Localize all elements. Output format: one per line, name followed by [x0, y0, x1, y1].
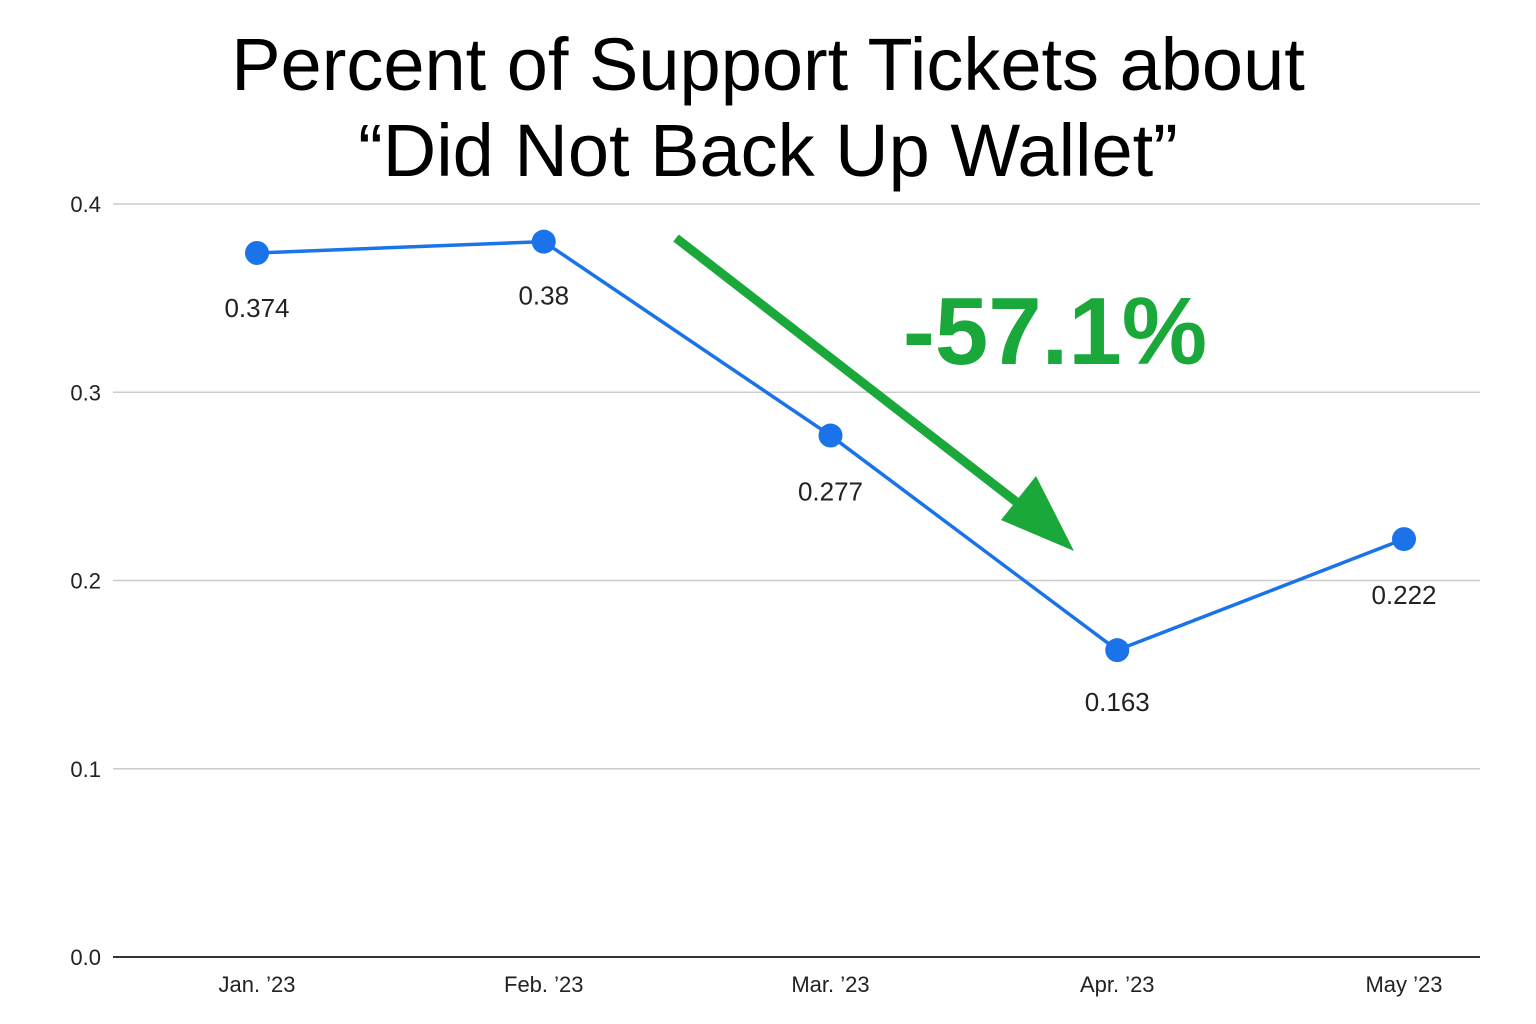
data-point: [1392, 527, 1416, 552]
chart-title-line-2: “Did Not Back Up Wallet”: [358, 109, 1178, 192]
data-point: [818, 423, 843, 448]
data-labels: 0.374 0.38 0.277 0.163 0.222: [224, 281, 1436, 718]
annotation-label: -57.1%: [903, 278, 1207, 385]
x-tick-label: Jan. ’23: [218, 972, 295, 997]
y-tick-label: 0.1: [70, 757, 101, 782]
x-tick-label: Apr. ’23: [1080, 972, 1155, 997]
data-point: [1105, 638, 1130, 663]
x-tick-label: Feb. ’23: [504, 972, 584, 997]
y-tick-label: 0.4: [70, 192, 101, 217]
y-tick-label: 0.2: [70, 569, 101, 594]
data-label: 0.374: [224, 293, 289, 323]
x-axis-ticks: Jan. ’23 Feb. ’23 Mar. ’23 Apr. ’23 May ’23: [218, 972, 1442, 997]
data-point: [531, 229, 556, 254]
data-label: 0.277: [798, 477, 863, 507]
x-tick-label: May ’23: [1365, 972, 1442, 997]
data-label: 0.222: [1371, 580, 1436, 610]
series: [245, 229, 1416, 663]
annotation-arrow-shaft: [673, 234, 1035, 518]
data-label: 0.38: [518, 281, 569, 311]
annotation-arrow-head: [1001, 476, 1074, 551]
data-point: [245, 240, 269, 265]
gridlines: [113, 203, 1480, 958]
x-tick-label: Mar. ’23: [791, 972, 869, 997]
chart-title: Percent of Support Tickets about “Did No…: [0, 22, 1536, 194]
y-tick-label: 0.0: [70, 945, 101, 970]
chart-title-line-1: Percent of Support Tickets about: [231, 23, 1305, 106]
y-tick-label: 0.3: [70, 380, 101, 405]
change-annotation: -57.1%: [673, 234, 1207, 551]
data-label: 0.163: [1085, 687, 1150, 717]
y-axis-ticks: 0.0 0.1 0.2 0.3 0.4: [70, 192, 101, 970]
